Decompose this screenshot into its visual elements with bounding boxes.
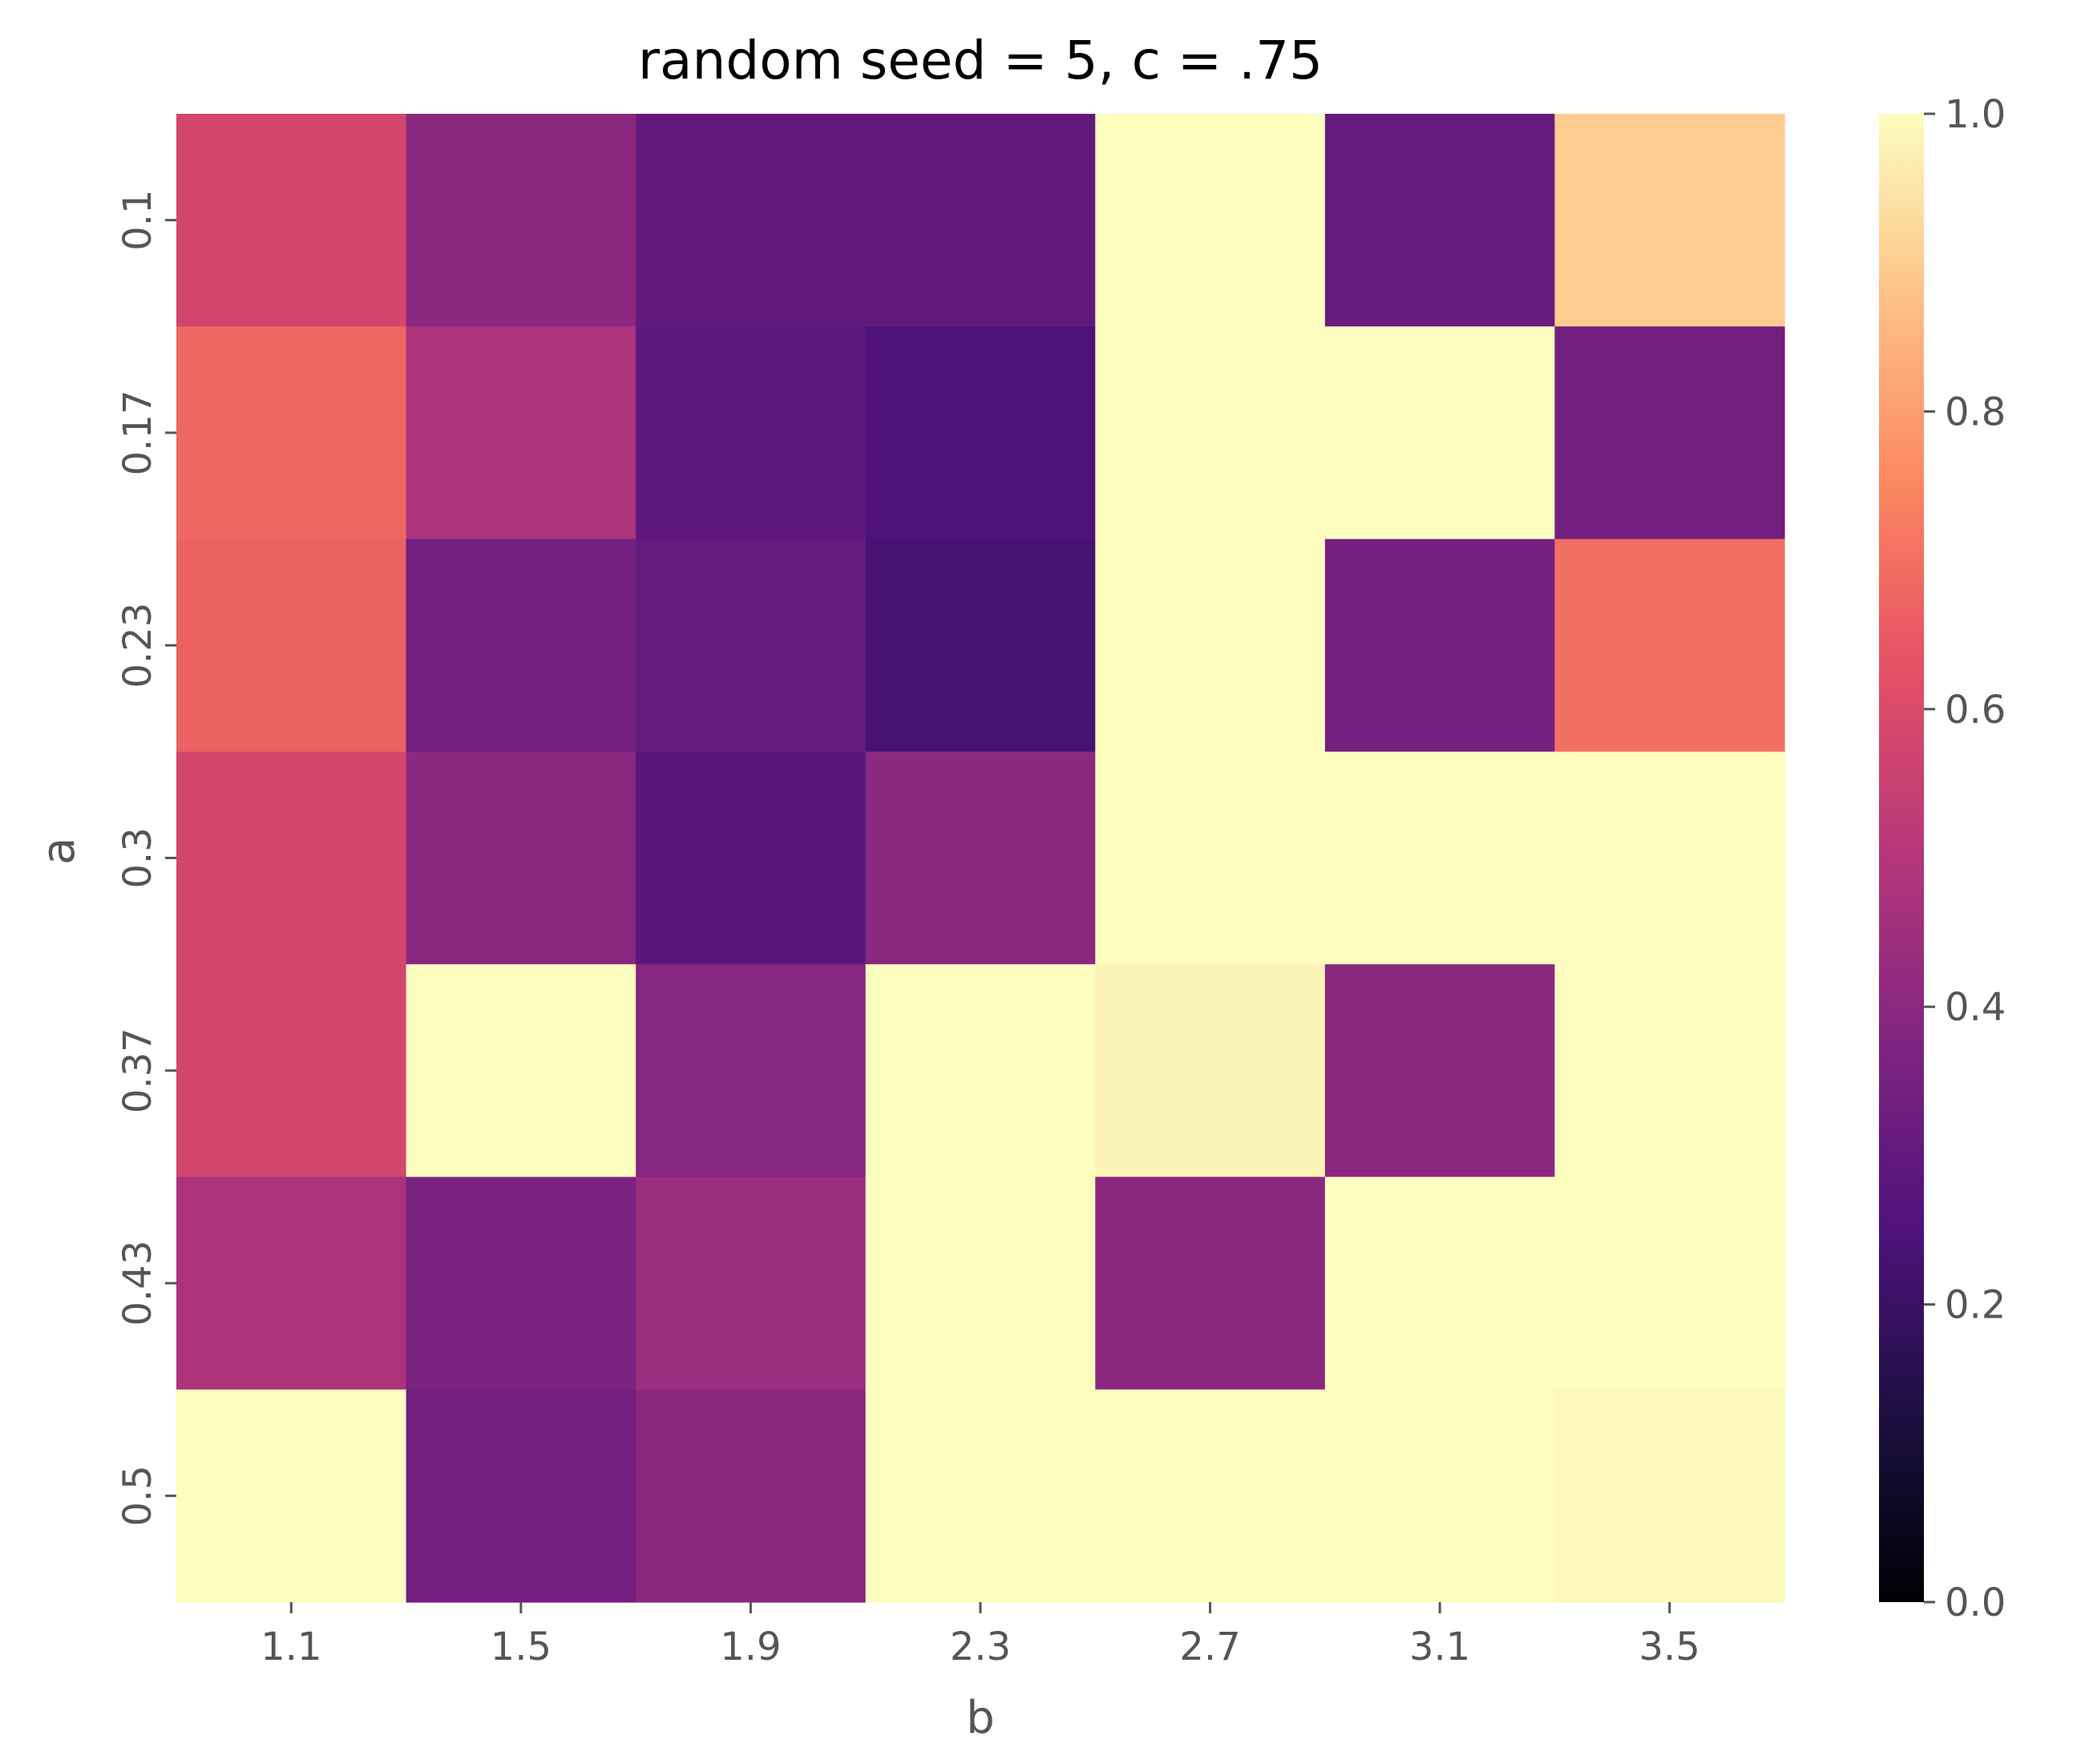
heatmap-cell — [1554, 326, 1785, 540]
heatmap-cell — [636, 326, 867, 540]
x-axis-ticks: 1.1 1.5 1.9 2.3 2.7 3.1 3.5 — [261, 1602, 1700, 1669]
y-tick-label: 0.17 — [115, 390, 160, 475]
heatmap-cell — [1324, 1177, 1556, 1391]
heatmap-cell — [865, 1177, 1096, 1391]
heatmap-cell — [406, 326, 636, 540]
heatmap-cell — [636, 1389, 867, 1603]
x-tick-label: 3.5 — [1639, 1625, 1700, 1669]
heatmap-cell — [865, 964, 1096, 1178]
heatmap-cell — [1095, 114, 1326, 327]
heatmap-cell — [176, 964, 407, 1178]
colorbar-tick-label: 0.2 — [1945, 1283, 2006, 1328]
heatmap-cell — [1324, 1389, 1556, 1603]
heatmap-cell — [1554, 964, 1785, 1178]
colorbar-tick-label: 0.4 — [1945, 985, 2006, 1030]
heatmap-cell — [1095, 1177, 1326, 1391]
heatmap-cell — [636, 751, 867, 965]
x-tick-label: 1.1 — [261, 1625, 321, 1669]
heatmap-cell — [636, 1177, 867, 1391]
heatmap-cell — [1095, 539, 1326, 753]
heatmap-cell — [406, 964, 636, 1178]
y-tick-label: 0.37 — [115, 1027, 160, 1113]
heatmap-cell — [406, 1177, 636, 1391]
heatmap-cell — [406, 539, 636, 753]
heatmap-cell — [636, 539, 867, 753]
y-tick-label: 0.3 — [115, 827, 160, 888]
heatmap-cell — [1554, 751, 1785, 965]
heatmap-cell — [176, 326, 407, 540]
heatmap-cell — [406, 114, 636, 327]
colorbar-tick-label: 0.0 — [1945, 1580, 2006, 1625]
heatmap-cell — [1324, 751, 1556, 965]
colorbar-tick-label: 0.8 — [1945, 390, 2006, 434]
heatmap-cell — [1095, 1389, 1326, 1603]
heatmap-cell — [865, 751, 1096, 965]
heatmap-cell — [176, 1177, 407, 1391]
colorbar-ticks: 0.0 0.2 0.4 0.6 0.8 1.0 — [1924, 92, 2006, 1625]
y-tick-label: 0.23 — [115, 603, 160, 688]
colorbar — [1879, 114, 1924, 1602]
heatmap-cell — [1554, 1389, 1785, 1603]
heatmap-cell — [176, 539, 407, 753]
heatmap-cell — [1554, 539, 1785, 753]
x-tick-label: 1.5 — [491, 1625, 552, 1669]
heatmap-cell — [1095, 326, 1326, 540]
y-tick-label: 0.43 — [115, 1241, 160, 1326]
x-tick-label: 2.7 — [1179, 1625, 1240, 1669]
heatmap-cell — [636, 114, 867, 327]
heatmap-cell — [636, 964, 867, 1178]
heatmap-cell — [1324, 964, 1556, 1178]
x-tick-label: 2.3 — [950, 1625, 1011, 1669]
heatmap-cell — [176, 751, 407, 965]
heatmap-cell — [1324, 326, 1556, 540]
x-tick-label: 3.1 — [1409, 1625, 1470, 1669]
heatmap-cell — [1554, 114, 1785, 327]
heatmap-cell — [865, 1389, 1096, 1603]
x-tick-label: 1.9 — [720, 1625, 781, 1669]
y-tick-label: 0.5 — [115, 1465, 160, 1526]
x-axis-label: b — [966, 1692, 995, 1744]
heatmap-cell — [1095, 751, 1326, 965]
heatmap-cells — [176, 114, 1785, 1603]
heatmap-cell — [865, 114, 1096, 327]
colorbar-tick-label: 0.6 — [1945, 688, 2006, 733]
colorbar-tick-label: 1.0 — [1945, 92, 2006, 137]
y-axis-label: a — [33, 838, 85, 865]
heatmap-cell — [1095, 964, 1326, 1178]
heatmap-cell — [406, 751, 636, 965]
y-tick-label: 0.1 — [115, 189, 160, 250]
heatmap-cell — [865, 539, 1096, 753]
heatmap-cell — [1554, 1177, 1785, 1391]
heatmap-cell — [176, 1389, 407, 1603]
y-axis-ticks: 0.1 0.17 0.23 0.3 0.37 0.43 0.5 — [115, 189, 176, 1527]
heatmap-cell — [865, 326, 1096, 540]
heatmap-cell — [1324, 539, 1556, 753]
chart-title: random seed = 5, c = .75 — [638, 30, 1323, 91]
heatmap-cell — [176, 114, 407, 327]
heatmap-cell — [1324, 114, 1556, 327]
heatmap-cell — [406, 1389, 636, 1603]
